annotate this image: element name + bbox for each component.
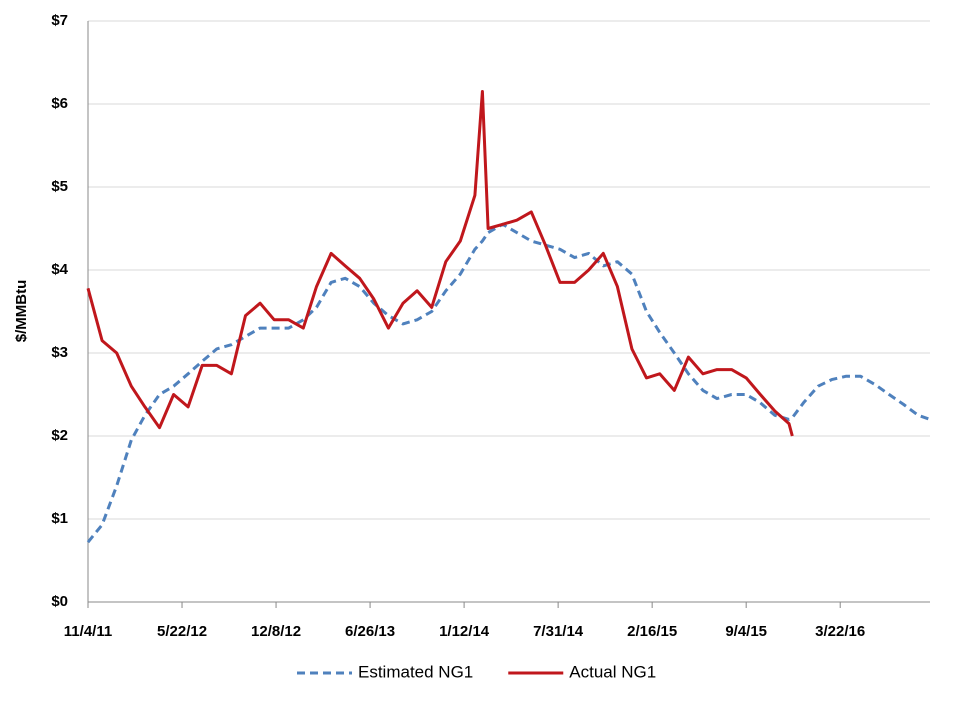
- x-tick-label: 9/4/15: [725, 623, 767, 640]
- legend-label: Estimated NG1: [358, 662, 473, 681]
- x-tick-label: 7/31/14: [533, 623, 584, 640]
- y-tick-label: $2: [51, 427, 68, 444]
- y-tick-label: $5: [51, 178, 68, 195]
- y-tick-label: $3: [51, 344, 68, 361]
- series-line: [86, 222, 931, 544]
- y-tick-label: $7: [51, 12, 68, 29]
- y-axis-label: $/MMBtu: [13, 280, 30, 343]
- x-tick-label: 11/4/11: [64, 623, 112, 640]
- series-line: [86, 90, 794, 437]
- legend-label: Actual NG1: [569, 662, 656, 681]
- x-tick-label: 12/8/12: [251, 623, 301, 640]
- x-tick-label: 5/22/12: [157, 623, 207, 640]
- y-tick-label: $0: [51, 593, 68, 610]
- legend: Estimated NG1 Actual NG1: [297, 662, 656, 681]
- x-tick-label: 1/12/14: [439, 623, 490, 640]
- y-tick-label: $4: [51, 261, 68, 278]
- y-tick-label: $6: [51, 95, 68, 112]
- x-tick-label: 6/26/13: [345, 623, 395, 640]
- x-tick-label: 3/22/16: [815, 623, 865, 640]
- x-tick-label: 2/16/15: [627, 623, 677, 640]
- y-tick-label: $1: [51, 510, 68, 527]
